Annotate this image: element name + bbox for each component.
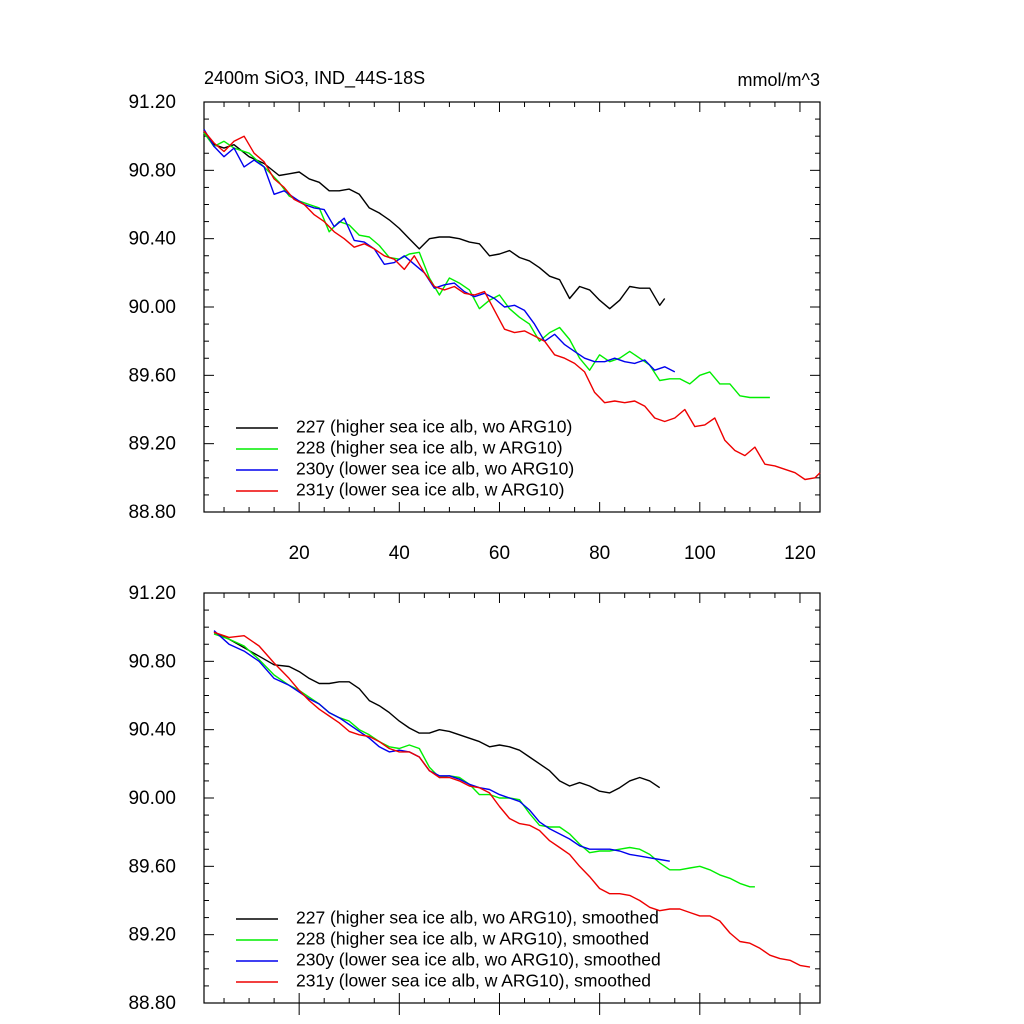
y-tick-label: 89.20: [128, 434, 176, 455]
y-tick-label: 91.20: [128, 92, 176, 113]
legend-label-227: 227 (higher sea ice alb, wo ARG10), smoo…: [296, 908, 659, 928]
y-tick-label: 90.80: [128, 651, 176, 672]
legend-label-230y: 230y (lower sea ice alb, wo ARG10), smoo…: [296, 950, 661, 970]
x-tick-label: 120: [784, 543, 816, 564]
bottom-panel: 91.20 90.80 90.40 90.00 89.60 89.20 88.80 227 (…: [128, 583, 821, 1015]
series-line-227: [213, 631, 661, 794]
y-tick-label: 89.60: [128, 856, 176, 877]
series-line-231y: [213, 631, 811, 968]
x-tick-label: 40: [389, 543, 410, 564]
series-line-231y: [203, 130, 821, 481]
chart-title: 2400m SiO3, IND_44S-18S: [204, 68, 425, 89]
legend-label-230y: 230y (lower sea ice alb, wo ARG10): [296, 459, 574, 479]
legend: 227 (higher sea ice alb, wo ARG10)228 (h…: [236, 417, 574, 500]
series-line-230y: [213, 630, 670, 862]
y-tick-label: 88.80: [128, 993, 176, 1014]
y-tick-label: 90.00: [128, 297, 176, 318]
x-tick-label: 100: [684, 543, 716, 564]
units-label: mmol/m^3: [738, 70, 820, 90]
y-tick-label: 90.40: [128, 720, 176, 741]
y-tick-label: 89.60: [128, 365, 176, 386]
y-tick-label: 90.80: [128, 160, 176, 181]
series-line-230y: [203, 128, 676, 373]
x-tick-label: 60: [489, 543, 510, 564]
legend-label-228: 228 (higher sea ice alb, w ARG10): [296, 438, 563, 458]
y-tick-label: 89.20: [128, 925, 176, 946]
legend-label-228: 228 (higher sea ice alb, w ARG10), smoot…: [296, 929, 649, 949]
x-tick-label: 20: [289, 543, 310, 564]
legend-label-227: 227 (higher sea ice alb, wo ARG10): [296, 417, 572, 437]
y-tick-label: 90.40: [128, 229, 176, 250]
y-tick-label: 90.00: [128, 788, 176, 809]
legend-label-231y: 231y (lower sea ice alb, w ARG10): [296, 480, 564, 500]
legend: 227 (higher sea ice alb, wo ARG10), smoo…: [236, 908, 661, 991]
series-line-228: [213, 633, 755, 888]
y-tick-label: 88.80: [128, 502, 176, 523]
series-line-228: [203, 132, 770, 399]
x-tick-label: 80: [589, 543, 610, 564]
series-line-227: [203, 130, 666, 310]
top-panel: 91.20 90.80 90.40 90.00 89.60 89.20 88.80 20 40 6…: [128, 92, 821, 564]
legend-label-231y: 231y (lower sea ice alb, w ARG10), smoot…: [296, 971, 651, 991]
y-tick-label: 91.20: [128, 583, 176, 604]
